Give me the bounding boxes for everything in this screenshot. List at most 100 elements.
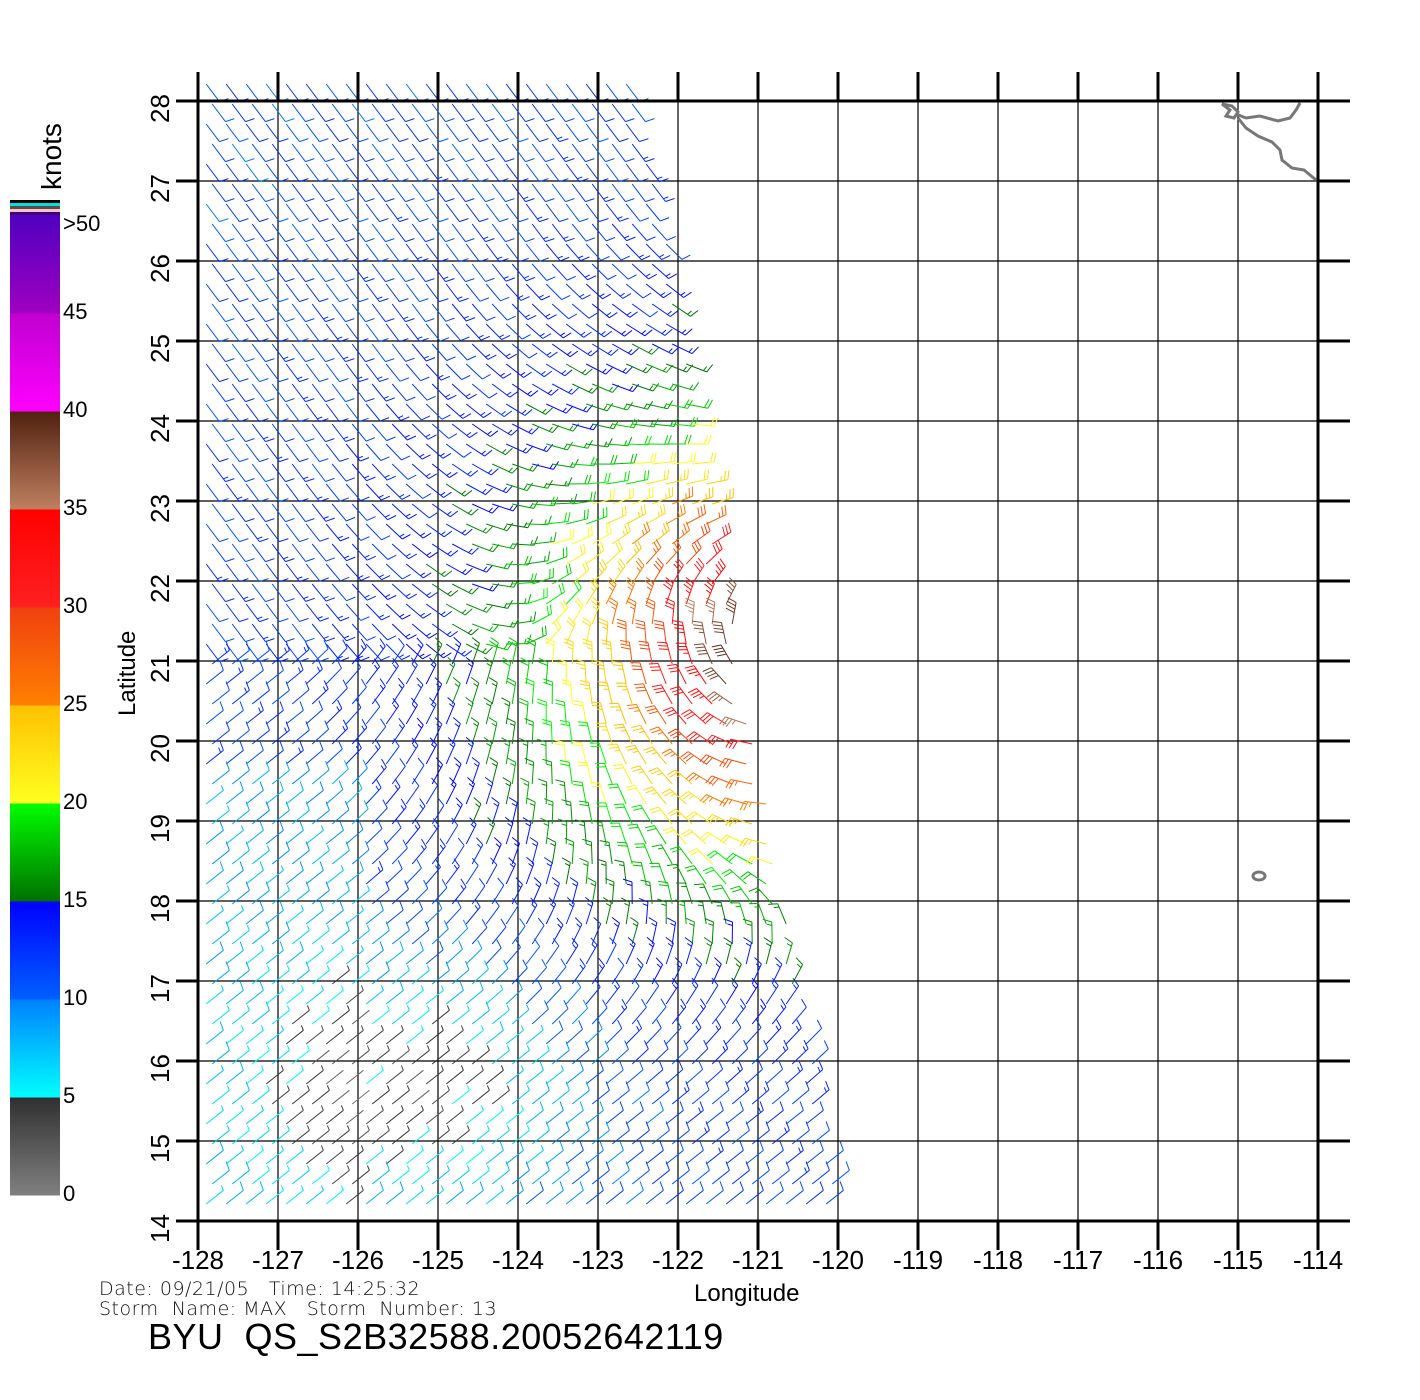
wind-barb [371,343,395,363]
wind-barb [545,403,574,414]
wind-barb [725,977,739,1005]
wind-barb [451,1085,470,1105]
wind-barb [685,504,707,525]
wind-barb [825,1181,844,1205]
wind-barb [571,999,589,1025]
colorbar-label: 40 [63,397,88,422]
wind-barb [471,183,495,203]
wind-barb [251,881,270,905]
wind-barb [305,443,329,463]
wind-barb [651,1039,669,1065]
wind-barb [365,985,384,1005]
wind-barb [646,435,672,445]
wind-barb [684,937,694,965]
wind-barb [566,474,592,485]
wind-barb [626,435,652,446]
wind-barb [311,183,335,203]
wind-barb [351,925,370,945]
wind-barb [285,1105,304,1125]
wind-barb [699,794,727,805]
wind-barb [512,611,537,625]
wind-barb [485,83,509,103]
wind-barb [245,563,269,583]
wind-barb [705,1181,724,1205]
lat-lon-grid [197,100,1319,1222]
wind-barb [445,817,459,845]
wind-barb [351,885,370,905]
wind-barb [425,737,438,765]
wind-barb [692,452,717,465]
wind-barb [711,901,727,925]
wind-barb [465,1181,484,1205]
wind-barb [385,738,400,765]
wind-barb [525,83,549,103]
wind-barb [251,801,270,825]
wind-barb [451,878,467,905]
wind-barb [391,143,415,163]
wind-barb [611,957,625,985]
wind-barb [211,761,230,785]
wind-barb [251,103,275,123]
wind-barb [291,423,315,443]
wind-barb [351,183,375,203]
wind-barb [331,423,355,442]
wind-barb [251,721,270,745]
wind-barb [565,163,589,183]
wind-barb [231,881,250,905]
colorbar-label: 10 [63,985,88,1010]
wind-barb [585,541,605,565]
wind-barb [625,1141,644,1165]
wind-barb [351,543,377,561]
wind-barb [451,303,476,322]
wind-barb [365,658,381,685]
wind-barb [645,163,669,183]
wind-barb [671,1121,690,1145]
wind-barb [285,363,309,383]
wind-barb [511,103,535,123]
wind-barb [365,243,389,263]
wind-barb [405,243,429,263]
wind-barb [511,263,536,282]
wind-barb [211,503,235,523]
wind-barb [411,1005,430,1025]
wind-barb [365,443,390,461]
wind-barb [445,858,460,885]
wind-barb [265,603,289,623]
wind-barb [667,728,693,745]
wind-barb [431,623,458,638]
wind-barb [271,383,295,403]
wind-barb [645,539,662,565]
wind-barb [231,961,250,985]
wind-barb [545,897,557,925]
wind-barb [649,862,667,885]
wind-barb [211,681,230,705]
lat-tick-label: 17 [145,974,175,1003]
wind-barb [325,945,344,965]
wind-barb [351,343,375,363]
wind-barb [666,469,689,485]
wind-barb [611,263,637,280]
wind-barb [691,1121,710,1145]
wind-barb [811,1121,830,1145]
wind-barb [325,323,349,343]
wind-barb [631,223,656,241]
wind-barb [525,1181,544,1205]
wind-barb [405,563,432,579]
wind-barb [739,837,767,848]
wind-barb [705,734,733,746]
wind-barb [611,143,635,163]
wind-barb [751,1161,770,1185]
wind-barb [565,203,589,223]
wind-barb [365,163,389,183]
wind-barb [231,1125,250,1145]
wind-barb [585,123,609,143]
lon-tick-label: -123 [571,1245,625,1275]
wind-barb [791,1121,810,1145]
wind-barb [611,1040,629,1065]
wind-barb [471,503,500,514]
wind-barb [345,739,362,765]
wind-barb [405,363,430,382]
colorbar-label: 0 [63,1181,76,1206]
wind-barb [590,782,607,805]
wind-barb [665,243,691,260]
